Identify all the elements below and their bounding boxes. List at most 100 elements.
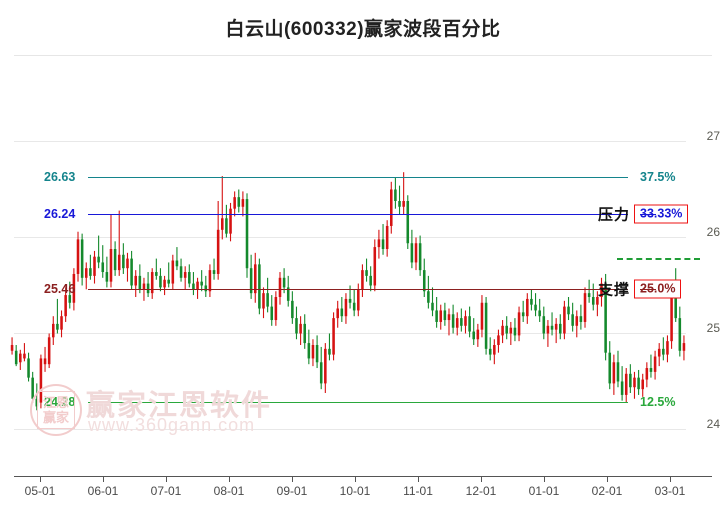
candle-body — [295, 318, 298, 334]
gridline — [14, 429, 686, 430]
x-axis-tick-label: 05-01 — [24, 484, 56, 498]
candle-body — [97, 256, 100, 263]
candle-body — [84, 268, 88, 278]
candle-body — [591, 297, 595, 305]
candle-body — [241, 199, 245, 207]
candle-body — [526, 298, 529, 317]
candle-body — [183, 272, 187, 278]
candle-body — [225, 218, 228, 234]
candle-body — [365, 270, 368, 276]
candle-body — [538, 310, 541, 317]
candle-body — [550, 325, 554, 330]
gann-percent-label-375: 37.5% — [640, 169, 676, 184]
candle-body — [390, 189, 393, 226]
candle-body — [159, 275, 162, 288]
candle-body — [237, 197, 241, 207]
candle-body — [101, 262, 105, 273]
candle-body — [439, 310, 443, 322]
candle-body — [130, 258, 133, 286]
candle-body — [612, 362, 616, 384]
candle-body — [315, 345, 319, 363]
candle-body — [89, 268, 92, 276]
candle-body — [513, 327, 517, 336]
candle-body — [324, 348, 327, 384]
candle-body — [480, 302, 484, 330]
candle-body — [19, 353, 22, 363]
x-axis-tick-label: 01-01 — [528, 484, 560, 498]
gann-price-label-250: 25.46 — [44, 281, 76, 296]
current-price-dashed-line — [617, 258, 700, 261]
candle-body — [64, 295, 67, 317]
candle-body — [402, 201, 405, 207]
candle-body — [662, 348, 665, 355]
x-axis-tick-label: 03-01 — [654, 484, 686, 498]
candle-body — [348, 298, 352, 303]
candle-body — [542, 316, 546, 334]
candle-body — [394, 189, 397, 201]
candle-body — [245, 199, 249, 269]
candle-body — [105, 272, 109, 282]
candle-body — [262, 293, 265, 309]
candle-body — [134, 275, 137, 286]
gridline — [14, 237, 686, 238]
candle-body — [109, 249, 113, 282]
candle-body — [530, 298, 533, 305]
candle-body — [497, 335, 500, 345]
candle-body — [93, 256, 96, 276]
candle-body — [620, 381, 624, 395]
candle-body — [307, 343, 311, 359]
x-axis-line — [14, 476, 712, 477]
candle-body — [188, 272, 191, 284]
candle-body — [35, 398, 39, 407]
y-axis-tick-label: 24 — [706, 417, 720, 431]
candle-body — [447, 314, 451, 321]
candle-body — [56, 323, 59, 330]
candle-body — [657, 348, 661, 357]
x-axis-tick-label: 10-01 — [339, 484, 371, 498]
candle-body — [377, 239, 381, 248]
candle-body — [113, 249, 117, 271]
candle-body — [270, 306, 274, 321]
candle-body — [476, 329, 480, 340]
candle-body — [27, 358, 30, 378]
header-divider — [14, 55, 712, 56]
gann-label-connector — [640, 288, 656, 290]
candle-body — [521, 312, 525, 317]
page-title: 白云山(600332)赢家波段百分比 — [225, 19, 501, 40]
candle-body — [583, 293, 587, 322]
candle-body — [418, 243, 422, 271]
candle-body — [328, 348, 331, 355]
gridline — [14, 141, 686, 142]
candle-body — [163, 279, 166, 288]
gann-percentage-chart: 白云山(600332)赢家波段百分比 26.63 37.5% 26.24 压力 33.3… — [0, 19, 726, 498]
candle-body — [587, 293, 591, 297]
candle-body — [493, 345, 496, 355]
x-axis-tick-label: 11-01 — [403, 484, 433, 498]
x-axis-tick-label: 07-01 — [150, 484, 182, 498]
support-annotation: 支撑 — [598, 281, 631, 299]
pressure-annotation: 压力 — [598, 206, 631, 224]
candle-body — [645, 368, 649, 380]
candle-body — [278, 277, 282, 297]
candle-body — [460, 318, 463, 326]
candle-body — [167, 279, 170, 284]
candle-body — [52, 323, 55, 338]
candle-body — [484, 302, 488, 349]
candle-body — [291, 300, 294, 319]
candle-body — [47, 337, 51, 365]
y-axis-tick-label: 25 — [706, 321, 720, 335]
candle-body — [567, 306, 570, 315]
candle-body — [10, 345, 14, 351]
candle-body — [414, 243, 418, 263]
candle-body — [155, 272, 158, 276]
gann-level-line-250 — [88, 288, 628, 290]
candle-body — [464, 316, 467, 326]
y-axis-tick-label: 27 — [706, 129, 720, 143]
plot-area: 26.63 37.5% 26.24 压力 33.33% 25.46 支撑 25.0% 24.28… — [0, 60, 726, 498]
candle-body — [60, 316, 63, 330]
candle-body — [361, 270, 364, 290]
candle-body — [575, 316, 579, 326]
candle-body — [352, 302, 356, 311]
gann-price-label-375: 26.63 — [44, 169, 76, 184]
candle-body — [633, 377, 636, 388]
